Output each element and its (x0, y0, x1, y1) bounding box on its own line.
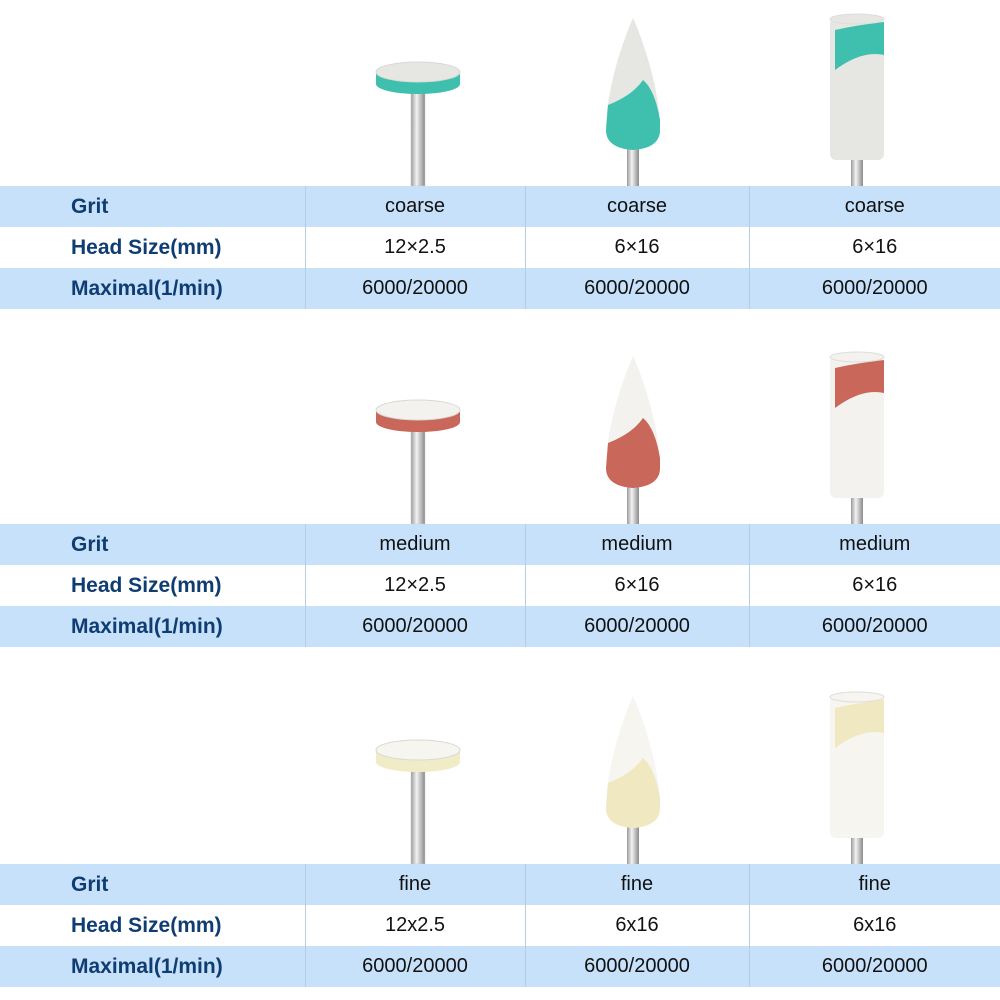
spec-cell: 6x16 (524, 905, 749, 946)
row-label: Maximal(1/min) (0, 946, 305, 987)
spec-cell: 6×16 (748, 227, 1000, 268)
cylinder-bur-image (829, 13, 885, 186)
shaft (410, 89, 426, 186)
cylinder-bur-image (829, 351, 885, 524)
cylinder-band (835, 700, 884, 748)
cylinder-top (829, 691, 885, 703)
disc-bur-image (375, 739, 461, 864)
spec-cell: 12x2.5 (304, 905, 525, 946)
shaft (627, 140, 639, 186)
spec-cell: 6000/20000 (748, 268, 1000, 309)
spec-cell: medium (748, 524, 1000, 565)
spec-cell: 6000/20000 (524, 606, 749, 647)
row-label: Grit (0, 524, 305, 565)
flame-band (606, 418, 660, 488)
spec-cell: 6000/20000 (524, 268, 749, 309)
spec-cell: medium (524, 524, 749, 565)
disc-top (375, 399, 461, 421)
spec-cell: coarse (524, 186, 749, 227)
flame-band (606, 80, 660, 150)
cylinder-top (829, 351, 885, 363)
row-label: Head Size(mm) (0, 565, 305, 606)
row-label: Grit (0, 864, 305, 905)
spec-row-head-size: Head Size(mm) 12×2.5 6×16 6×16 (0, 227, 1000, 268)
row-label: Head Size(mm) (0, 905, 305, 946)
product-section: Grit coarse coarse coarse Head Size(mm) 12×2.… (0, 0, 1000, 312)
shaft (851, 833, 863, 864)
spec-cell: medium (304, 524, 525, 565)
spec-cell: fine (524, 864, 749, 905)
product-section: Grit fine fine fine Head Size(mm) 12x2.5 6x16 6… (0, 678, 1000, 990)
spec-cell: 6000/20000 (304, 946, 525, 987)
flame-band (606, 758, 660, 828)
shaft (627, 478, 639, 524)
disc-bur-image (375, 61, 461, 186)
spec-row-grit: Grit fine fine fine (0, 864, 1000, 905)
spec-cell: 6000/20000 (748, 606, 1000, 647)
spec-row-grit: Grit medium medium medium (0, 524, 1000, 565)
cylinder-bur-image (829, 691, 885, 864)
shaft (851, 155, 863, 186)
spec-cell: 12×2.5 (304, 565, 525, 606)
flame-bur-image (606, 356, 660, 524)
spec-row-head-size: Head Size(mm) 12x2.5 6x16 6x16 (0, 905, 1000, 946)
flame-bur-image (606, 696, 660, 864)
cylinder-top (829, 13, 885, 25)
spec-row-maximal: Maximal(1/min) 6000/20000 6000/20000 6000/2… (0, 268, 1000, 309)
row-label: Head Size(mm) (0, 227, 305, 268)
product-images (0, 338, 1000, 524)
spec-cell: 6x16 (748, 905, 1000, 946)
spec-cell: 6000/20000 (524, 946, 749, 987)
row-label: Grit (0, 186, 305, 227)
spec-cell: coarse (748, 186, 1000, 227)
shaft (627, 818, 639, 864)
spec-cell: 6000/20000 (748, 946, 1000, 987)
flame-bur-image (606, 18, 660, 186)
shaft (410, 427, 426, 524)
spec-row-maximal: Maximal(1/min) 6000/20000 6000/20000 6000/2… (0, 946, 1000, 987)
spec-cell: 6000/20000 (304, 268, 525, 309)
spec-row-maximal: Maximal(1/min) 6000/20000 6000/20000 6000/2… (0, 606, 1000, 647)
spec-cell: 6×16 (524, 565, 749, 606)
shaft (410, 767, 426, 864)
spec-cell: 12×2.5 (304, 227, 525, 268)
spec-row-grit: Grit coarse coarse coarse (0, 186, 1000, 227)
spec-cell: fine (304, 864, 525, 905)
disc-top (375, 739, 461, 761)
disc-top (375, 61, 461, 83)
product-images (0, 0, 1000, 186)
spec-row-head-size: Head Size(mm) 12×2.5 6×16 6×16 (0, 565, 1000, 606)
row-label: Maximal(1/min) (0, 268, 305, 309)
product-images (0, 678, 1000, 864)
disc-bur-image (375, 399, 461, 524)
cylinder-band (835, 360, 884, 408)
spec-table: Grit coarse coarse coarse Head Size(mm) 12×2.… (0, 186, 1000, 309)
product-section: Grit medium medium medium Head Size(mm) 12×2.… (0, 338, 1000, 650)
row-label: Maximal(1/min) (0, 606, 305, 647)
spec-table: Grit medium medium medium Head Size(mm) 12×2.… (0, 524, 1000, 647)
shaft (851, 493, 863, 524)
cylinder-band (835, 22, 884, 70)
spec-cell: fine (748, 864, 1000, 905)
spec-cell: 6×16 (748, 565, 1000, 606)
spec-cell: 6000/20000 (304, 606, 525, 647)
spec-table: Grit fine fine fine Head Size(mm) 12x2.5 6x16 6… (0, 864, 1000, 987)
spec-cell: coarse (304, 186, 525, 227)
spec-cell: 6×16 (524, 227, 749, 268)
